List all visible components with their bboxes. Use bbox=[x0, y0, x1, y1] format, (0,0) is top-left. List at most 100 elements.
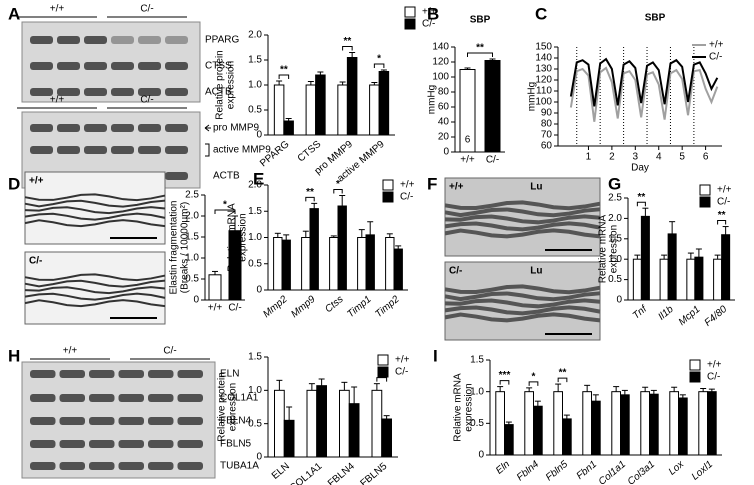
bar bbox=[640, 391, 650, 456]
y-tick-label: 1.0 bbox=[470, 386, 484, 397]
y-tick-label: 0 bbox=[616, 295, 622, 306]
y-tick-label: 2.0 bbox=[248, 30, 262, 41]
tissue-layer bbox=[24, 219, 166, 228]
band bbox=[111, 88, 134, 96]
legend-label: C/- bbox=[709, 52, 722, 63]
y-tick-label: 100 bbox=[432, 72, 449, 83]
band bbox=[84, 88, 107, 96]
blot-row-label: active MMP9 bbox=[213, 145, 271, 156]
bar bbox=[337, 205, 347, 291]
band bbox=[138, 62, 161, 70]
bar bbox=[632, 258, 642, 301]
bar bbox=[678, 397, 688, 456]
y-tick-label: 140 bbox=[535, 53, 552, 64]
band bbox=[111, 124, 134, 132]
x-tick-label: 3 bbox=[633, 152, 639, 163]
significance-label: ** bbox=[343, 36, 351, 47]
band bbox=[138, 124, 161, 132]
legend-label: +/+ bbox=[400, 180, 415, 191]
bar bbox=[329, 237, 339, 291]
blot-row-label: TUBA1A bbox=[220, 461, 259, 472]
y-axis-label: Relative mRNA bbox=[598, 215, 609, 284]
legend-swatch bbox=[699, 196, 711, 208]
band bbox=[89, 370, 115, 378]
tissue-layer bbox=[24, 292, 166, 301]
panel-letter: G bbox=[608, 174, 621, 193]
tissue-layer bbox=[24, 206, 166, 215]
legend-swatch bbox=[404, 18, 416, 30]
chart-title: SBP bbox=[645, 13, 666, 24]
bracket bbox=[205, 143, 210, 157]
significance-label: ** bbox=[476, 43, 484, 54]
bar bbox=[339, 389, 350, 458]
tissue-layer bbox=[444, 221, 601, 232]
bar bbox=[713, 258, 723, 301]
band bbox=[84, 124, 107, 132]
blot-group-label: +/+ bbox=[50, 4, 65, 15]
band bbox=[30, 146, 53, 154]
y-tick-label: 0 bbox=[443, 147, 449, 158]
x-tick-label: 1 bbox=[586, 152, 592, 163]
bar bbox=[274, 389, 285, 458]
x-tick-label: C/- bbox=[228, 303, 241, 314]
legend-swatch bbox=[404, 6, 416, 18]
significance-label: * bbox=[223, 200, 227, 211]
tissue-layer bbox=[444, 200, 601, 211]
bar bbox=[273, 84, 285, 136]
y-tick-label: 40 bbox=[438, 117, 450, 128]
image-label: +/+ bbox=[449, 182, 464, 193]
panel-letter: A bbox=[8, 4, 20, 23]
bar bbox=[649, 393, 659, 456]
band bbox=[57, 146, 80, 154]
x-tick-label: COL1A1 bbox=[288, 461, 325, 485]
x-tick-label: Loxl1 bbox=[690, 459, 715, 483]
band bbox=[177, 394, 203, 402]
band bbox=[148, 440, 174, 448]
bar bbox=[316, 385, 327, 458]
y-tick-label: 0.5 bbox=[608, 274, 622, 285]
y-tick-label: 1.0 bbox=[608, 254, 622, 265]
band bbox=[118, 462, 144, 470]
blot-group-label: C/- bbox=[140, 4, 153, 15]
y-tick-label: 2.0 bbox=[248, 180, 262, 191]
band bbox=[118, 394, 144, 402]
x-tick-label: Col3a1 bbox=[626, 459, 657, 485]
significance-label: ** bbox=[280, 65, 288, 76]
legend-label: C/- bbox=[395, 367, 408, 378]
panel-letter: C bbox=[535, 4, 547, 23]
y-tick-label: 1.0 bbox=[248, 80, 262, 91]
x-tick-label: Mcp1 bbox=[677, 304, 703, 328]
band bbox=[138, 88, 161, 96]
y-tick-label: 2.5 bbox=[608, 193, 622, 204]
x-axis-label: Day bbox=[631, 163, 649, 174]
significance-label: * bbox=[377, 54, 381, 65]
tissue-layer bbox=[24, 193, 166, 202]
y-axis-label: Elastin fragmentation bbox=[169, 201, 180, 295]
band bbox=[59, 440, 85, 448]
y-tick-label: 120 bbox=[432, 57, 449, 68]
band bbox=[89, 417, 115, 425]
panel-letter: D bbox=[8, 174, 20, 193]
bar bbox=[371, 389, 383, 458]
panel-letter: B bbox=[427, 4, 439, 23]
y-tick-label: 80 bbox=[438, 87, 450, 98]
y-tick-label: 0.5 bbox=[248, 418, 262, 429]
legend-swatch bbox=[377, 366, 389, 378]
blot-row-label: ACTB bbox=[205, 87, 232, 98]
legend-label: C/- bbox=[400, 192, 413, 203]
band bbox=[57, 62, 80, 70]
tissue-layer bbox=[444, 207, 601, 218]
band bbox=[59, 370, 85, 378]
legend-swatch bbox=[382, 179, 394, 191]
x-tick-label: Timp2 bbox=[373, 294, 402, 321]
band bbox=[57, 36, 80, 44]
significance-bracket bbox=[528, 381, 539, 386]
x-tick-label: CTSS bbox=[296, 139, 324, 165]
bar bbox=[698, 391, 708, 456]
band bbox=[30, 417, 56, 425]
band bbox=[177, 417, 203, 425]
band bbox=[30, 440, 56, 448]
band bbox=[89, 440, 115, 448]
significance-label: ** bbox=[718, 210, 726, 221]
significance-label: *** bbox=[499, 370, 511, 381]
